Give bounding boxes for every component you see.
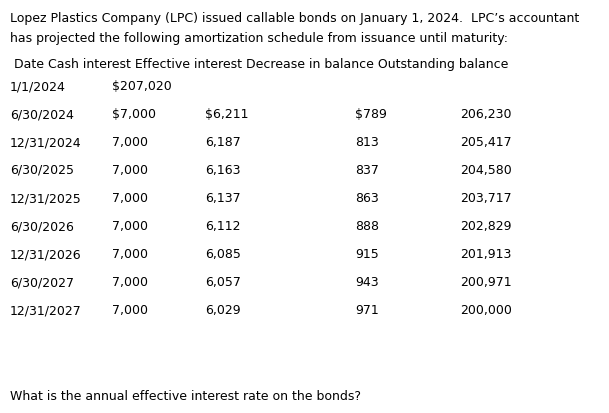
- Text: 971: 971: [355, 304, 379, 317]
- Text: What is the annual effective interest rate on the bonds?: What is the annual effective interest ra…: [10, 390, 361, 403]
- Text: 6,137: 6,137: [205, 192, 241, 205]
- Text: 200,971: 200,971: [460, 276, 512, 289]
- Text: 863: 863: [355, 192, 379, 205]
- Text: $207,020: $207,020: [112, 80, 172, 93]
- Text: 7,000: 7,000: [112, 192, 148, 205]
- Text: 12/31/2026: 12/31/2026: [10, 248, 82, 261]
- Text: 204,580: 204,580: [460, 164, 512, 177]
- Text: 6/30/2027: 6/30/2027: [10, 276, 74, 289]
- Text: 6,085: 6,085: [205, 248, 241, 261]
- Text: 200,000: 200,000: [460, 304, 512, 317]
- Text: 6,163: 6,163: [205, 164, 241, 177]
- Text: 837: 837: [355, 164, 379, 177]
- Text: 943: 943: [355, 276, 379, 289]
- Text: $789: $789: [355, 108, 387, 121]
- Text: $6,211: $6,211: [205, 108, 248, 121]
- Text: 6/30/2024: 6/30/2024: [10, 108, 74, 121]
- Text: Lopez Plastics Company (LPC) issued callable bonds on January 1, 2024.  LPC’s ac: Lopez Plastics Company (LPC) issued call…: [10, 12, 579, 25]
- Text: 202,829: 202,829: [460, 220, 512, 233]
- Text: 7,000: 7,000: [112, 248, 148, 261]
- Text: 6/30/2025: 6/30/2025: [10, 164, 74, 177]
- Text: 12/31/2025: 12/31/2025: [10, 192, 82, 205]
- Text: 12/31/2027: 12/31/2027: [10, 304, 82, 317]
- Text: 1/1/2024: 1/1/2024: [10, 80, 66, 93]
- Text: $7,000: $7,000: [112, 108, 156, 121]
- Text: 6,029: 6,029: [205, 304, 241, 317]
- Text: 7,000: 7,000: [112, 304, 148, 317]
- Text: 12/31/2024: 12/31/2024: [10, 136, 82, 149]
- Text: 201,913: 201,913: [460, 248, 512, 261]
- Text: 6/30/2026: 6/30/2026: [10, 220, 74, 233]
- Text: Date Cash interest Effective interest Decrease in balance Outstanding balance: Date Cash interest Effective interest De…: [10, 58, 509, 71]
- Text: has projected the following amortization schedule from issuance until maturity:: has projected the following amortization…: [10, 32, 508, 45]
- Text: 7,000: 7,000: [112, 276, 148, 289]
- Text: 7,000: 7,000: [112, 136, 148, 149]
- Text: 6,112: 6,112: [205, 220, 241, 233]
- Text: 7,000: 7,000: [112, 220, 148, 233]
- Text: 6,187: 6,187: [205, 136, 241, 149]
- Text: 6,057: 6,057: [205, 276, 241, 289]
- Text: 205,417: 205,417: [460, 136, 512, 149]
- Text: 888: 888: [355, 220, 379, 233]
- Text: 813: 813: [355, 136, 379, 149]
- Text: 7,000: 7,000: [112, 164, 148, 177]
- Text: 203,717: 203,717: [460, 192, 512, 205]
- Text: 915: 915: [355, 248, 379, 261]
- Text: 206,230: 206,230: [460, 108, 512, 121]
